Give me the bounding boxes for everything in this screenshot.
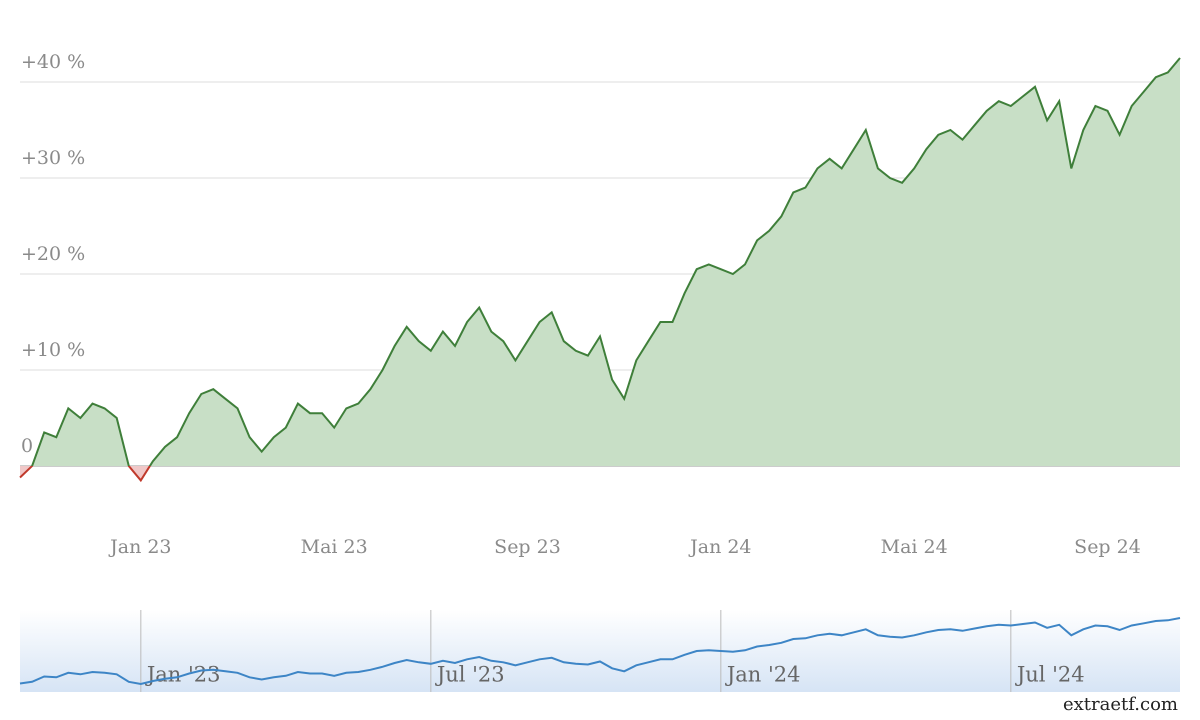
navigator-background — [20, 610, 1180, 692]
x-tick-label: Mai 24 — [881, 536, 948, 558]
navigator-line — [19, 617, 1181, 686]
y-tick-label: +30 % — [21, 147, 85, 169]
x-tick-label: Sep 24 — [1074, 536, 1141, 558]
y-tick-label: +20 % — [21, 243, 85, 265]
x-tick-label: Jan 24 — [688, 536, 751, 558]
navigator-label: Jan '24 — [725, 663, 801, 687]
credit: extraetf.com — [1063, 694, 1178, 715]
x-tick-label: Jan 23 — [108, 536, 171, 558]
y-tick-label: +10 % — [21, 339, 85, 361]
area-negative — [20, 466, 1180, 481]
line-positive — [30, 57, 1181, 466]
navigator-label: Jul '24 — [1015, 663, 1085, 687]
y-tick-label: +40 % — [21, 51, 85, 73]
x-tick-label: Sep 23 — [494, 536, 561, 558]
navigator-label: Jul '23 — [435, 663, 505, 687]
area-positive — [20, 58, 1180, 466]
navigator: Jan '23 Jul '23 Jan '24 Jul '24 — [19, 610, 1181, 692]
navigator-label: Jan '23 — [145, 663, 221, 687]
x-tick-label: Mai 23 — [301, 536, 368, 558]
